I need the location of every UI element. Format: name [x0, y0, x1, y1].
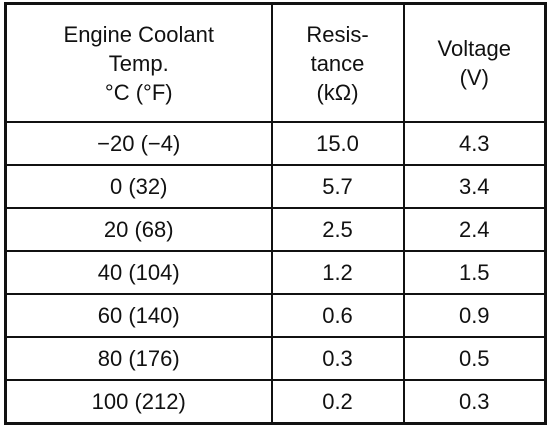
header-line: °C (°F): [104, 79, 173, 105]
table-row: 20 (68) 2.5 2.4: [4, 207, 547, 252]
table-cell: 2.4: [402, 207, 547, 252]
table-cell: 60 (140): [4, 293, 273, 338]
header-line: Engine Coolant: [63, 21, 214, 47]
header-cell: Engine Coolant Temp. °C (°F): [4, 2, 273, 123]
table-cell: 0.9: [402, 293, 547, 338]
header-line: (kΩ): [316, 79, 359, 105]
header-line: tance: [310, 50, 365, 76]
table-cell: 15.0: [270, 121, 405, 166]
table-cell: 100 (212): [4, 379, 273, 425]
table-row: 40 (104) 1.2 1.5: [4, 250, 547, 295]
data-table: Engine Coolant Temp. °C (°F) Resis-tance (kΩ…: [4, 2, 547, 425]
table-row: 0 (32) 5.7 3.4: [4, 164, 547, 209]
table-cell: 3.4: [402, 164, 547, 209]
table-cell: 1.5: [402, 250, 547, 295]
table-cell: 0.5: [402, 336, 547, 381]
table-cell: −20 (−4): [4, 121, 273, 166]
table-row: 80 (176) 0.3 0.5: [4, 336, 547, 381]
header-line: (V): [459, 65, 489, 90]
table-cell: 0.3: [270, 336, 405, 381]
header-line: Temp.: [108, 50, 169, 76]
header-row: Engine Coolant Temp. °C (°F) Resis-tance (kΩ…: [4, 2, 547, 123]
header-line: Voltage: [437, 36, 511, 61]
header-cell: Voltage (V): [402, 2, 547, 123]
table-cell: 0.3: [402, 379, 547, 425]
table-cell: 20 (68): [4, 207, 273, 252]
table-cell: 2.5: [270, 207, 405, 252]
table-cell: 0.6: [270, 293, 405, 338]
table-cell: 80 (176): [4, 336, 273, 381]
table-row: −20 (−4) 15.0 4.3: [4, 121, 547, 166]
table-row: 60 (140) 0.6 0.9: [4, 293, 547, 338]
table-cell: 4.3: [402, 121, 547, 166]
table-cell: 0 (32): [4, 164, 273, 209]
table-row: 100 (212) 0.2 0.3: [4, 379, 547, 425]
table-body: −20 (−4) 15.0 4.3 0 (32) 5.7 3.4 20 (68) 2.5 2.4…: [4, 121, 547, 425]
header-line: Resis-: [306, 21, 369, 47]
table-cell: 5.7: [270, 164, 405, 209]
table-cell: 0.2: [270, 379, 405, 425]
header-cell: Resis-tance (kΩ): [270, 2, 405, 123]
table-cell: 1.2: [270, 250, 405, 295]
table-cell: 40 (104): [4, 250, 273, 295]
